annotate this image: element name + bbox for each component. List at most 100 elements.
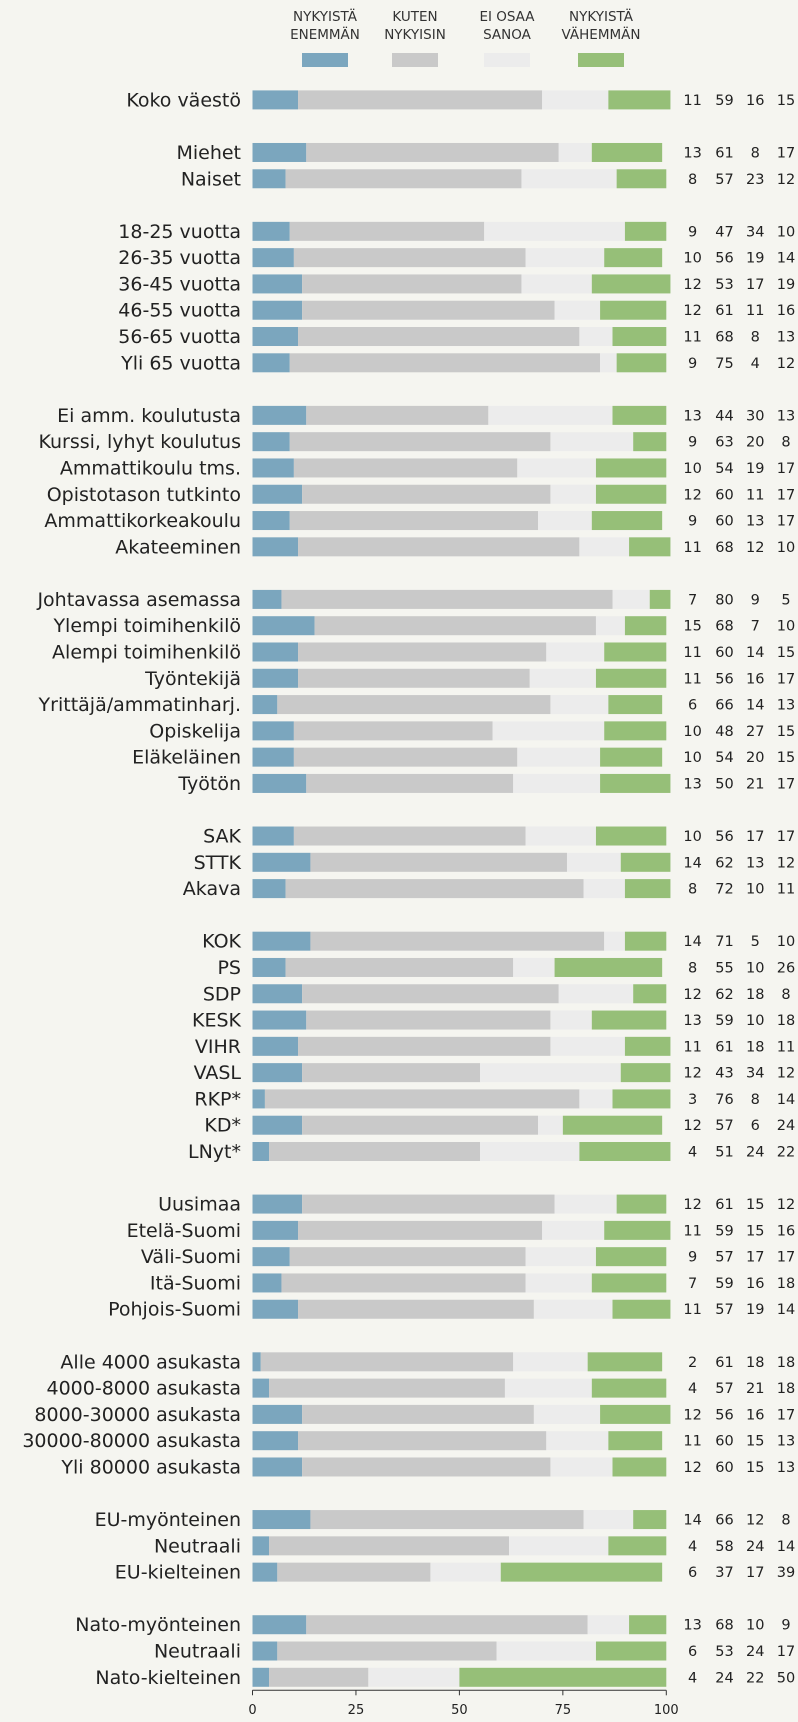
category-label: Yli 80000 asukasta bbox=[60, 1456, 241, 1478]
bar-segment bbox=[546, 642, 605, 662]
value-label: 37 bbox=[715, 1565, 733, 1581]
value-label: 60 bbox=[715, 487, 733, 503]
value-label: 18 bbox=[746, 1039, 764, 1055]
bar-segment bbox=[298, 1036, 551, 1056]
value-label: 68 bbox=[715, 330, 733, 346]
bar-segment bbox=[595, 458, 667, 478]
value-label: 59 bbox=[715, 1223, 733, 1239]
bar-segment bbox=[269, 1142, 481, 1161]
value-label: 17 bbox=[746, 277, 764, 293]
bar-segment bbox=[480, 1142, 580, 1161]
bar-segment bbox=[252, 353, 290, 373]
bar-segment bbox=[252, 642, 299, 662]
value-label: 60 bbox=[715, 514, 733, 530]
bar-segment bbox=[252, 537, 299, 557]
value-label: 17 bbox=[777, 145, 795, 161]
bar-segment bbox=[550, 1036, 625, 1056]
bar-segment bbox=[616, 169, 667, 189]
legend-swatch bbox=[484, 53, 530, 67]
value-label: 12 bbox=[777, 356, 795, 372]
value-label: 9 bbox=[688, 224, 697, 240]
value-label: 43 bbox=[715, 1066, 733, 1082]
category-label: EU-kielteinen bbox=[115, 1562, 241, 1584]
value-label: 12 bbox=[777, 855, 795, 871]
bar-segment bbox=[595, 1641, 667, 1661]
bar-segment bbox=[620, 852, 671, 872]
bar-segment bbox=[306, 1615, 588, 1635]
bar-segment bbox=[550, 1457, 613, 1477]
value-label: 50 bbox=[777, 1670, 795, 1686]
bar-segment bbox=[629, 1615, 667, 1635]
value-label: 12 bbox=[683, 1460, 701, 1476]
bar-segment bbox=[277, 1641, 497, 1661]
bar-segment bbox=[480, 1063, 621, 1083]
category-label: 30000-80000 asukasta bbox=[22, 1430, 241, 1452]
bar-segment bbox=[252, 668, 299, 688]
bar-segment bbox=[591, 1273, 667, 1293]
bar-segment bbox=[306, 1010, 551, 1030]
value-label: 47 bbox=[715, 224, 733, 240]
value-label: 13 bbox=[777, 408, 795, 424]
value-label: 59 bbox=[715, 1013, 733, 1029]
bar-segment bbox=[306, 773, 514, 793]
category-label: 4000-8000 asukasta bbox=[47, 1378, 242, 1400]
bar-segment bbox=[252, 511, 290, 531]
value-label: 17 bbox=[777, 829, 795, 845]
value-label: 14 bbox=[777, 1539, 795, 1555]
bar-segment bbox=[554, 1194, 617, 1214]
bar-segment bbox=[293, 721, 493, 741]
bar-segment bbox=[612, 1457, 667, 1477]
bar-segment bbox=[600, 773, 671, 793]
category-label: Ammattikoulu tms. bbox=[60, 457, 241, 479]
bar-segment bbox=[314, 616, 596, 636]
bar-segment bbox=[521, 169, 617, 189]
category-label: KESK bbox=[192, 1010, 242, 1032]
bar-segment bbox=[579, 537, 630, 557]
value-label: 3 bbox=[688, 1092, 697, 1108]
bar-segment bbox=[579, 327, 613, 347]
value-label: 55 bbox=[715, 960, 733, 976]
legend-label: NYKYISTÄ ENEMMÄN bbox=[290, 9, 360, 43]
bar-segment bbox=[252, 221, 290, 241]
bar-segment bbox=[302, 1115, 539, 1135]
value-label: 8 bbox=[688, 882, 697, 898]
bar-segment bbox=[600, 300, 667, 320]
bar-segment bbox=[608, 1431, 663, 1451]
bar-segment bbox=[252, 1273, 282, 1293]
bar-segment bbox=[587, 1615, 630, 1635]
category-label: Alempi toimihenkilö bbox=[52, 641, 241, 663]
bar-segment bbox=[612, 589, 650, 609]
bar-segment bbox=[521, 274, 592, 294]
category-label: PS bbox=[217, 957, 241, 979]
value-label: 10 bbox=[746, 1013, 764, 1029]
value-label: 17 bbox=[746, 1565, 764, 1581]
value-label: 57 bbox=[715, 1250, 733, 1266]
bar-segment bbox=[252, 984, 303, 1004]
bar-segment bbox=[310, 1510, 584, 1530]
bar-segment bbox=[293, 248, 526, 268]
bar-segment bbox=[591, 142, 663, 162]
value-label: 20 bbox=[746, 750, 764, 766]
bar-segment bbox=[595, 668, 667, 688]
value-label: 60 bbox=[715, 1434, 733, 1450]
category-label: LNyt* bbox=[188, 1141, 241, 1163]
value-label: 61 bbox=[715, 303, 733, 319]
bar-segment bbox=[600, 353, 617, 373]
x-tick-label: 100 bbox=[654, 1703, 679, 1718]
value-label: 14 bbox=[746, 645, 764, 661]
bar-segment bbox=[252, 142, 307, 162]
legend-swatch bbox=[578, 53, 624, 67]
value-label: 16 bbox=[777, 1223, 795, 1239]
value-label: 13 bbox=[746, 855, 764, 871]
value-label: 71 bbox=[715, 934, 733, 950]
bar-segment bbox=[302, 1457, 551, 1477]
value-label: 68 bbox=[715, 1618, 733, 1634]
bar-segment bbox=[252, 695, 278, 715]
bar-segment bbox=[298, 90, 543, 110]
value-label: 13 bbox=[777, 1460, 795, 1476]
value-label: 6 bbox=[751, 1118, 760, 1134]
value-label: 10 bbox=[777, 540, 795, 556]
value-label: 11 bbox=[683, 540, 701, 556]
bar-segment bbox=[293, 747, 518, 767]
